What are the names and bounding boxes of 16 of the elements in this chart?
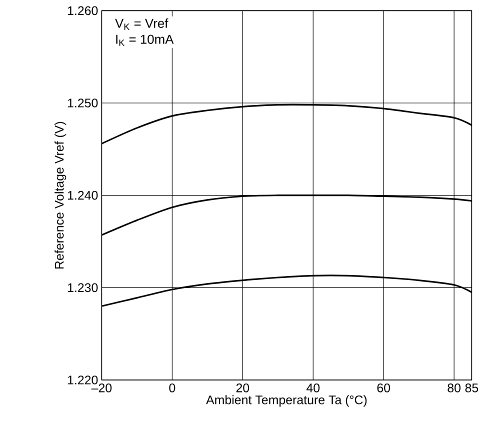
x-axis-title: Ambient Temperature Ta (°C) xyxy=(206,395,367,407)
y-axis-title: Reference Voltage Vref (V) xyxy=(54,122,66,268)
x-tick-label: –20 xyxy=(91,384,112,392)
annotation: V$_{K}$ = Vref xyxy=(115,18,168,30)
y-tick-label: 1.230 xyxy=(68,283,98,292)
x-tick-label: 40 xyxy=(306,384,320,392)
y-tick-label: 1.220 xyxy=(68,376,98,384)
y-tick-label: 1.260 xyxy=(68,6,98,16)
y-tick-label: 1.240 xyxy=(68,190,98,200)
x-tick-label: 85 xyxy=(465,384,478,392)
x-tick-label: 80 xyxy=(448,384,461,392)
x-tick-label: 0 xyxy=(169,384,176,392)
x-tick-label: 20 xyxy=(236,384,250,392)
y-tick-label: 1.250 xyxy=(68,98,98,108)
annotation: I$_{K}$ = 10mA xyxy=(116,34,174,46)
x-tick-label: 60 xyxy=(377,384,390,392)
